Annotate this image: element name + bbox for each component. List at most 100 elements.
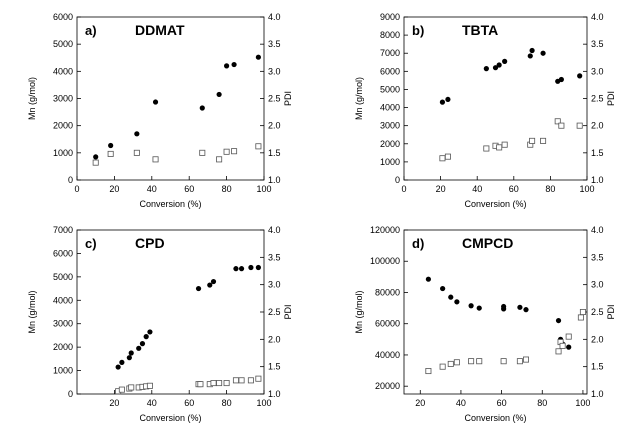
plot-frame: [76, 229, 265, 395]
pdi-point: [579, 308, 586, 315]
y-left-tick-label: 8000: [380, 30, 400, 40]
pdi-point: [483, 145, 490, 152]
mn-point: [195, 285, 202, 292]
x-axis-title: Conversion (%): [464, 413, 526, 423]
y-left-tick-label: 2000: [53, 121, 73, 131]
y-right-tick-label: 3.5: [268, 252, 281, 262]
mn-point: [523, 307, 529, 313]
chart-panel-2: 0 20 40 60 80 1000100020003000400050006000700…: [354, 12, 616, 209]
y-left-tick-label: 1000: [53, 366, 73, 376]
panel-title: TBTA: [462, 22, 498, 38]
y-right-tick-label: 1.0: [591, 175, 604, 185]
chart-panel-1: 0 20 40 60 80 10001000200030004000500060001.0…: [27, 12, 293, 209]
y-left-tick-label: 60000: [375, 319, 400, 329]
pdi-point: [216, 156, 223, 163]
mn-point: [199, 105, 205, 111]
y-right-tick-label: 1.5: [268, 148, 281, 158]
mn-point: [540, 50, 546, 56]
y-right-tick-label: 4.0: [268, 225, 281, 235]
pdi-point: [197, 381, 204, 388]
mn-point: [476, 305, 482, 311]
y-left-axis-title: Mn (g/mol): [354, 290, 364, 333]
mn-point: [115, 364, 121, 370]
pdi-point: [216, 380, 223, 387]
y-left-tick-label: 1000: [380, 157, 400, 167]
y-left-tick-label: 9000: [380, 12, 400, 22]
y-right-tick-label: 2.0: [268, 121, 281, 131]
pdi-point: [555, 348, 562, 355]
x-tick-label: 20: [415, 398, 425, 408]
mn-point: [238, 266, 245, 272]
mn-point: [126, 355, 132, 361]
y-left-axis-title: Mn (g/mol): [354, 77, 364, 120]
mn-point: [502, 58, 508, 64]
pdi-point: [529, 137, 536, 144]
panel-letter: c): [85, 236, 97, 251]
mn-point: [501, 306, 507, 312]
pdi-point: [92, 159, 99, 166]
pdi-point: [468, 358, 475, 365]
mn-point: [558, 76, 564, 83]
y-left-tick-label: 3000: [53, 94, 73, 104]
y-right-tick-label: 3.0: [591, 66, 604, 76]
mn-point: [440, 285, 446, 292]
x-tick-label: 80: [545, 184, 555, 194]
mn-point: [143, 334, 149, 340]
x-tick-label: 0: [74, 184, 79, 194]
y-right-tick-label: 4.0: [591, 225, 604, 235]
y-left-tick-label: 6000: [53, 248, 73, 258]
pdi-point: [128, 384, 135, 391]
x-tick-label: 60: [184, 398, 194, 408]
mn-point: [255, 264, 261, 271]
y-right-tick-label: 2.0: [268, 334, 281, 344]
pdi-point: [576, 122, 583, 129]
mn-point: [439, 99, 446, 105]
pdi-point: [118, 386, 125, 393]
y-left-tick-label: 3000: [380, 121, 400, 131]
y-left-tick-label: 4000: [53, 66, 73, 76]
pdi-point: [232, 377, 239, 384]
mn-point: [483, 66, 489, 72]
pdi-point: [199, 149, 206, 156]
mn-point: [248, 264, 254, 271]
plot-frame: [403, 16, 588, 181]
mn-point: [93, 154, 99, 160]
mn-point: [527, 53, 533, 59]
pdi-point: [496, 144, 503, 151]
x-tick-label: 60: [497, 398, 507, 408]
x-tick-label: 40: [147, 184, 157, 194]
x-tick-label: 20: [109, 398, 119, 408]
pdi-point: [565, 333, 572, 340]
mn-point: [147, 329, 153, 335]
y-right-tick-label: 3.5: [591, 39, 604, 49]
pdi-point: [255, 375, 262, 382]
panel-title: CMPCD: [462, 235, 513, 251]
x-axis-title: Conversion (%): [139, 413, 201, 423]
x-axis-title: Conversion (%): [464, 199, 526, 209]
y-right-tick-label: 1.5: [268, 362, 281, 372]
y-right-tick-label: 2.5: [268, 94, 281, 104]
pdi-point: [238, 377, 245, 384]
panel-title: CPD: [135, 235, 165, 251]
x-tick-label: 100: [575, 398, 590, 408]
y-left-tick-label: 4000: [53, 295, 73, 305]
y-right-tick-label: 3.0: [268, 280, 281, 290]
y-left-tick-label: 1000: [53, 148, 73, 158]
pdi-point: [439, 155, 446, 162]
y-right-tick-label: 1.0: [591, 389, 604, 399]
mn-point: [492, 65, 499, 71]
y-right-axis-title: PDI: [606, 91, 616, 106]
pdi-point: [255, 143, 262, 150]
mn-point: [555, 317, 562, 324]
x-tick-label: 20: [436, 184, 446, 194]
mn-point: [224, 63, 230, 69]
y-left-tick-label: 7000: [380, 48, 400, 58]
pdi-point: [223, 380, 230, 387]
y-left-axis-title: Mn (g/mol): [27, 77, 37, 120]
y-right-tick-label: 4.0: [268, 12, 281, 22]
mn-point: [468, 303, 474, 309]
mn-point: [134, 131, 140, 137]
y-left-tick-label: 5000: [53, 272, 73, 282]
mn-point: [136, 345, 142, 351]
mn-point: [216, 91, 222, 98]
